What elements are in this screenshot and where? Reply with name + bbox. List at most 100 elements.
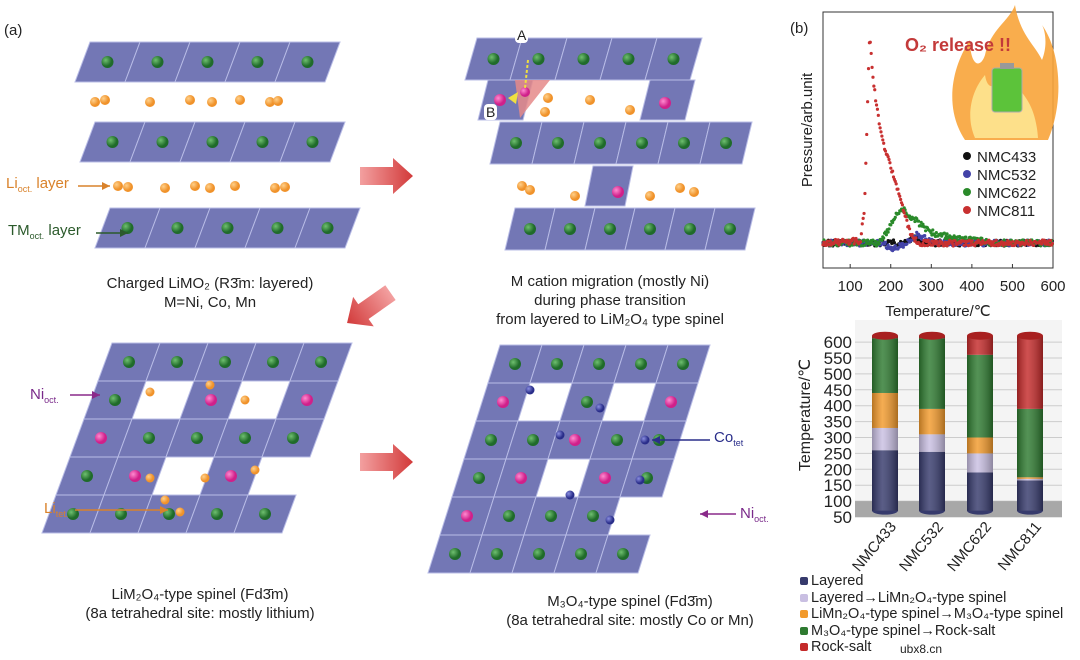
tm-layer-pointer-head [120,229,128,237]
legend-label: LiMn₂O₄-type spinel→M₃O₄-type spinel [811,606,1064,622]
bar-shading [919,335,945,511]
tm-atom [678,137,690,149]
li-atom [207,97,217,107]
tm-oct-layer-label: TMoct. layer [8,222,81,241]
ni-oct-pointer-head [92,391,100,399]
tm-atom [684,223,696,235]
ni-atom [129,470,141,482]
li-atom [205,380,215,390]
x-tick-label: 600 [1040,278,1065,295]
data-point [934,231,938,235]
data-point [921,222,925,226]
li-atom [273,96,283,106]
data-point [852,242,856,246]
tm-atom [301,56,314,68]
data-point [865,132,869,137]
y-axis-label: Pressure/arb.unit [799,72,816,187]
data-point [886,155,890,159]
tm-atom [259,508,271,520]
data-point [884,233,888,237]
data-point [889,166,893,170]
arrow-to-m3o4 [360,444,413,480]
tm-atom [109,394,121,406]
li-atom [160,495,170,505]
li-atom [230,181,240,191]
data-point [926,238,930,242]
data-point [893,215,897,219]
li-atom [235,95,245,105]
x-axis-label: Temperature/℃ [885,303,990,320]
tm-atom [101,56,114,68]
data-point [1032,243,1036,248]
data-point [862,211,866,216]
data-point [925,243,930,248]
data-point [909,238,913,243]
tm-atom [545,510,557,522]
data-point [942,231,946,235]
data-point [910,232,914,237]
li-atom [190,181,200,191]
data-point [881,138,885,142]
site-a-label: A [515,27,529,43]
legend-label: NMC622 [977,185,1036,202]
ni-atom [494,94,506,106]
ni-oct-label: Nioct. [30,386,59,405]
bar-shading [872,335,898,511]
tm-atom [577,53,590,65]
data-point [897,211,901,216]
data-point [1002,238,1006,242]
data-point [883,230,888,234]
data-point [901,245,905,249]
data-point [874,99,878,103]
data-point [858,240,863,244]
data-point [943,240,947,244]
y-tick-label: 50 [833,508,852,527]
data-point [878,126,882,130]
data-point [968,243,972,247]
legend-label: Rock-salt [811,639,872,655]
data-point [866,238,870,242]
tm-atom [527,434,539,446]
data-point [953,239,957,243]
y-tick-label: 150 [824,476,852,495]
data-point [828,239,832,243]
li-atom [250,465,260,475]
data-point [950,241,955,245]
data-point [964,235,968,239]
li-atom [175,507,185,517]
y-tick-label: 250 [824,444,852,463]
data-point [931,228,935,232]
tm-atom [724,223,736,235]
y-tick-label: 300 [824,429,852,448]
data-point [898,194,902,198]
legend-marker [963,170,971,178]
y-tick-label: 550 [824,349,852,368]
data-point [872,84,876,88]
data-point [905,242,909,246]
data-point [991,240,996,244]
tm-atom [487,53,500,65]
data-point [889,223,893,227]
data-point [869,51,873,56]
data-point [866,67,871,71]
data-point [876,113,880,117]
tm-atom [644,223,656,235]
tm-atom [219,356,231,368]
data-point [871,75,875,79]
data-point [907,227,912,231]
legend-item: Layered [800,573,1063,590]
site-b-label: B [484,104,498,120]
x-tick-label: 500 [1000,278,1025,295]
arrow-to-migration-shape [360,158,413,194]
floor [855,501,1062,517]
tm-atom [81,470,93,482]
burning-battery-icon [952,5,1059,140]
migrating-atom [520,87,530,97]
tm-atom [635,358,647,370]
data-point [907,224,911,228]
tm-atom [636,137,648,149]
tm-atom [611,434,623,446]
data-point [951,244,955,248]
legend-item: LiMn₂O₄-type spinel→M₃O₄-type spinel [800,606,1063,623]
